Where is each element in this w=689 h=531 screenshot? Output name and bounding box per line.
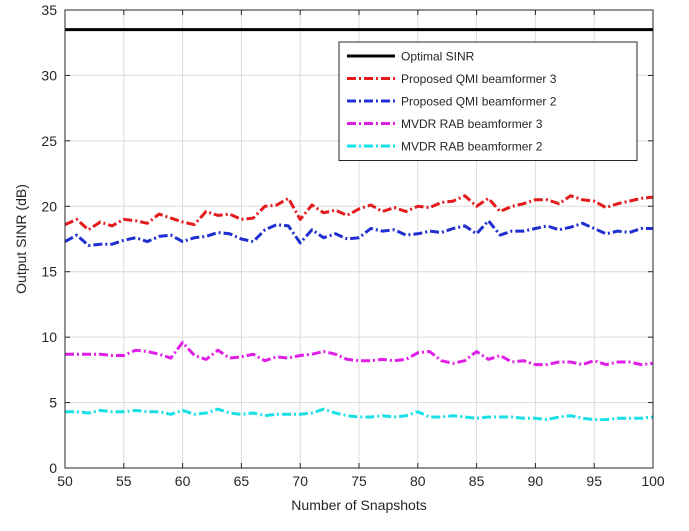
series-line-2: [64, 194, 654, 232]
x-tick-label: 85: [469, 473, 485, 489]
y-tick-label: 30: [41, 67, 57, 83]
y-tick-label: 35: [41, 2, 57, 18]
axis-ticks: 50 55 60 65 70 75 80 85 90 95 100 0 5 10 15 20 25 30 35: [41, 2, 664, 489]
series-line-4: [65, 340, 654, 367]
series-line-3: [64, 219, 653, 247]
legend-label: Proposed QMI beamformer 3: [401, 72, 557, 86]
y-tick-label: 5: [49, 395, 57, 411]
x-tick-label: 60: [175, 473, 191, 489]
x-axis-label: Number of Snapshots: [291, 497, 426, 513]
x-tick-label: 75: [351, 473, 367, 489]
legend-label: Proposed QMI beamformer 2: [401, 95, 557, 109]
x-tick-label: 55: [116, 473, 132, 489]
x-tick-label: 80: [410, 473, 426, 489]
y-tick-label: 15: [41, 264, 57, 280]
legend-label: MVDR RAB beamformer 2: [401, 140, 543, 154]
series-line-5: [65, 407, 654, 422]
y-tick-label: 25: [41, 133, 57, 149]
x-tick-label: 65: [234, 473, 250, 489]
y-tick-label: 20: [41, 198, 57, 214]
y-axis-label: Output SINR (dB): [13, 184, 29, 294]
x-tick-label: 90: [528, 473, 544, 489]
legend-label: MVDR RAB beamformer 3: [401, 117, 543, 131]
x-tick-label: 70: [292, 473, 308, 489]
series-lines: [64, 28, 654, 422]
legend-label: Optimal SINR: [401, 50, 475, 64]
x-tick-label: 100: [641, 473, 665, 489]
x-tick-label: 95: [586, 473, 602, 489]
chart-legend: Optimal SINR Proposed QMI beamformer 3 Pro…: [338, 41, 638, 161]
y-tick-label: 10: [41, 329, 57, 345]
y-tick-label: 0: [49, 460, 57, 476]
x-tick-label: 50: [57, 473, 73, 489]
